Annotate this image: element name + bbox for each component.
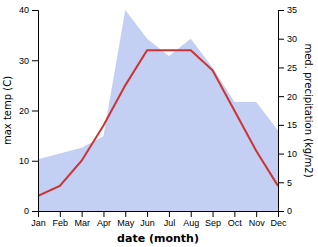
tick-label: 20 — [19, 106, 29, 116]
axis-line — [39, 212, 279, 218]
chart: JanFebMarAprMayJunJulAugSepOctNovDec0102… — [0, 0, 318, 247]
axis-line — [32, 11, 39, 212]
tick-mark — [32, 60, 38, 61]
tick-label: 10 — [19, 156, 29, 166]
x-axis: Jan Feb Mar Apr May Jun Jul Aug Sep Oct Nov Dec — [31, 211, 287, 228]
x-tick: Mar — [74, 211, 90, 228]
tick-mark — [103, 211, 104, 217]
tick-label: 35 — [287, 5, 297, 15]
x-tick: Aug — [183, 211, 199, 228]
tick-label: 0 — [24, 206, 29, 216]
y2-tick: 10 — [278, 149, 297, 159]
y-axis: 0 10 20 30 40 — [19, 5, 39, 216]
y2-tick: 30 — [278, 34, 297, 44]
tick-label: Aug — [183, 218, 199, 228]
tick-label: Feb — [53, 218, 69, 228]
tick-label: Jun — [140, 218, 155, 228]
line — [38, 50, 278, 196]
x-tick: Feb — [53, 211, 69, 228]
tick-label: Jan — [31, 218, 46, 228]
tick-mark — [169, 211, 170, 217]
x-tick: Sep — [205, 211, 221, 228]
tick-mark — [278, 10, 284, 11]
tick-mark — [191, 211, 192, 217]
tick-label: 25 — [287, 63, 297, 73]
tick-mark — [278, 182, 284, 183]
tick-label: 20 — [287, 92, 297, 102]
y-axis-title: max temp (C) — [2, 76, 13, 145]
tick-label: Apr — [97, 218, 111, 228]
x-tick: Jun — [140, 211, 155, 228]
tick-mark — [147, 211, 148, 217]
tick-label: 5 — [287, 178, 292, 188]
tick-label: Jul — [164, 218, 176, 228]
x-tick: Oct — [228, 211, 243, 228]
tick-mark — [32, 10, 38, 11]
tick-label: May — [117, 218, 135, 228]
tick-mark — [125, 211, 126, 217]
y2-tick: 0 — [278, 206, 292, 216]
area — [38, 10, 278, 211]
tick-mark — [256, 211, 257, 217]
y2-tick: 25 — [278, 63, 297, 73]
y-tick: 30 — [19, 56, 38, 66]
axis-line — [279, 11, 285, 212]
plot-area: JanFebMarAprMayJunJulAugSepOctNovDec0102… — [19, 5, 297, 228]
y-tick: 0 — [24, 206, 38, 216]
tick-mark — [278, 96, 284, 97]
tick-mark — [278, 125, 284, 126]
x-tick: Dec — [270, 211, 287, 228]
tick-label: Dec — [270, 218, 287, 228]
tick-mark — [278, 154, 284, 155]
marks — [38, 10, 278, 211]
tick-label: 30 — [287, 34, 297, 44]
tick-label: Mar — [74, 218, 90, 228]
tick-label: 0 — [287, 206, 292, 216]
x-tick: Apr — [97, 211, 111, 228]
tick-label: 15 — [287, 120, 297, 130]
tick-label: 30 — [19, 56, 29, 66]
tick-label: Nov — [249, 218, 266, 228]
x-tick: Nov — [249, 211, 266, 228]
y2-axis: 0 5 10 15 20 25 30 35 — [278, 5, 297, 216]
tick-mark — [32, 211, 38, 212]
tick-label: Oct — [228, 218, 243, 228]
y2-tick: 15 — [278, 120, 297, 130]
tick-mark — [278, 211, 284, 212]
x-tick: Jan — [31, 211, 46, 228]
x-tick: May — [117, 211, 135, 228]
tick-label: 40 — [19, 5, 29, 15]
tick-mark — [32, 161, 38, 162]
tick-mark — [278, 39, 284, 40]
tick-mark — [234, 211, 235, 217]
y2-tick: 5 — [278, 178, 292, 188]
y2-axis-title: med. precipitation (kg/m2) — [303, 43, 314, 177]
tick-label: Sep — [205, 218, 221, 228]
y-tick: 10 — [19, 156, 38, 166]
tick-mark — [60, 211, 61, 217]
x-tick: Jul — [164, 211, 176, 228]
y-tick: 40 — [19, 5, 38, 15]
x-axis-title: date (month) — [117, 232, 199, 245]
tick-mark — [82, 211, 83, 217]
y-tick: 20 — [19, 106, 38, 116]
tick-mark — [213, 211, 214, 217]
tick-mark — [278, 67, 284, 68]
tick-mark — [32, 111, 38, 112]
y2-tick: 20 — [278, 92, 297, 102]
y2-tick: 35 — [278, 5, 297, 15]
tick-label: 10 — [287, 149, 297, 159]
